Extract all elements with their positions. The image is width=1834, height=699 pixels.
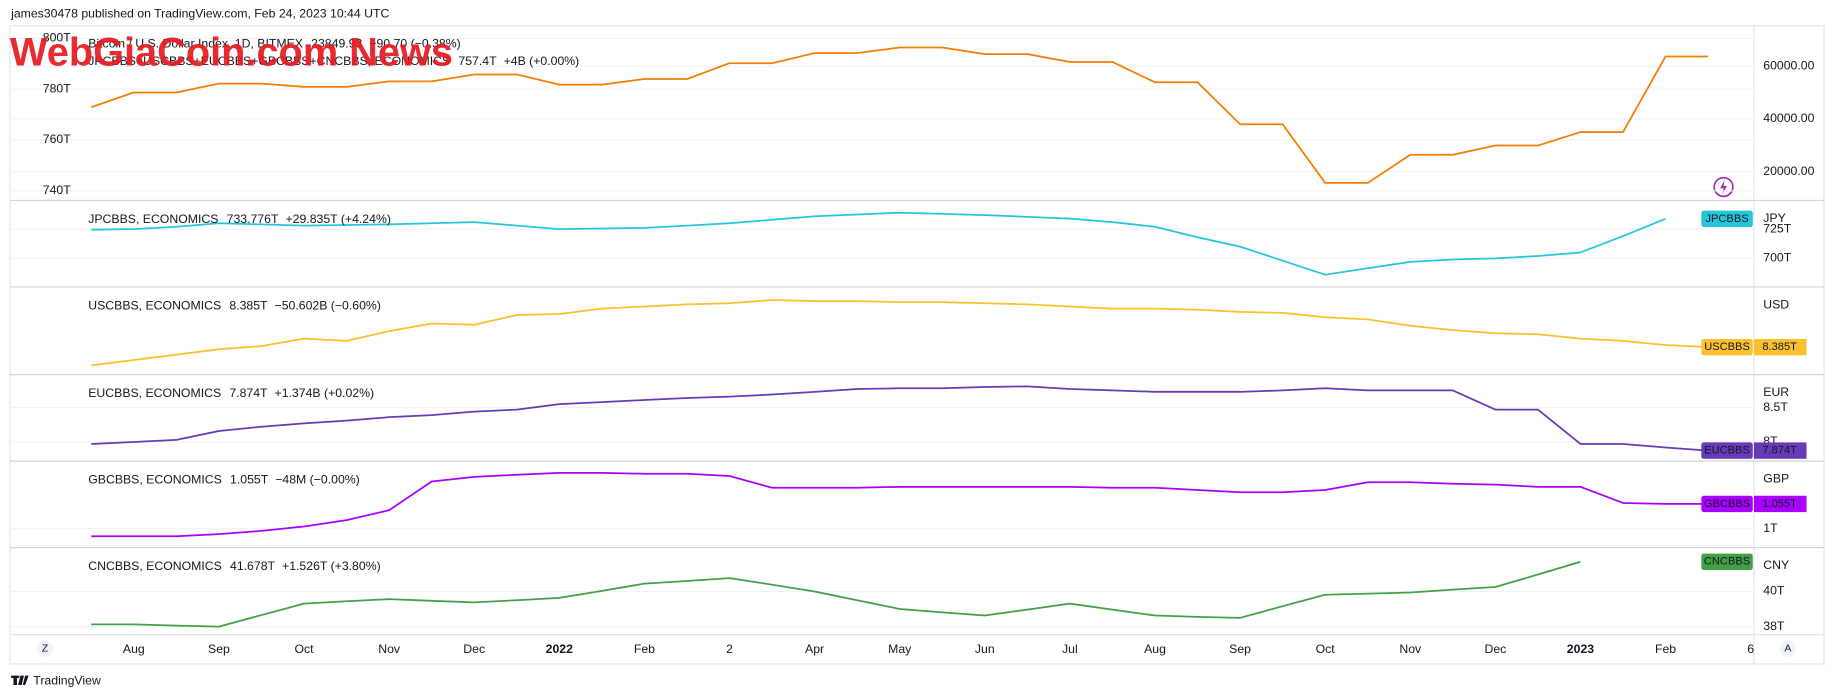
price-tag-name <box>1701 553 1753 570</box>
y-tick-label: 725T <box>1763 221 1791 235</box>
legend-change: −48M (−0.00%) <box>275 473 360 487</box>
legend-name: JPCBBS, ECONOMICS <box>88 212 218 226</box>
legend-value: 757.4T <box>458 54 497 68</box>
auto-button[interactable] <box>1779 640 1797 657</box>
series-line <box>91 299 1709 367</box>
x-tick-label: May <box>888 642 912 656</box>
legend-name: USCBBS, ECONOMICS <box>88 298 221 312</box>
legend-value: 23849.93 <box>311 37 362 51</box>
x-tick-label: Feb <box>1655 642 1676 656</box>
x-tick-label: 2022 <box>546 642 573 656</box>
x-tick-label: Jul <box>1062 642 1078 656</box>
chart-frame <box>9 25 1825 665</box>
series-line <box>91 471 1709 538</box>
y-tick-label: 1T <box>1763 521 1778 535</box>
legend-name: Bitcoin / U.S. Dollar Index, 1D, BITMEX <box>88 37 303 51</box>
price-tag-name <box>1701 495 1753 513</box>
x-tick-label: Sep <box>1229 642 1251 656</box>
legend-change: +29.835T (+4.24%) <box>285 212 390 226</box>
y-tick-label: 40T <box>1763 584 1785 598</box>
price-tag-name <box>1701 210 1753 227</box>
price-tag-name <box>1701 339 1753 356</box>
series-line <box>91 46 1709 184</box>
zoom-button[interactable] <box>36 640 54 657</box>
y2-tick-label: 20000.00 <box>1763 164 1814 178</box>
price-tag-value <box>1753 442 1807 459</box>
x-tick-label: Oct <box>294 642 314 656</box>
series-line <box>91 211 1666 276</box>
zoom-label: Z <box>42 643 49 655</box>
x-tick-label: Nov <box>1399 642 1422 656</box>
legend-change: +1.526T (+3.80%) <box>282 559 381 573</box>
legend-value: 41.678T <box>230 559 276 573</box>
y-tick-label: 800T <box>43 31 71 45</box>
axis-unit: JPY <box>1763 211 1786 225</box>
axis-unit: EUR <box>1763 385 1789 399</box>
legend-value: 7.874T <box>229 386 268 400</box>
x-tick-label: Oct <box>1316 642 1336 656</box>
price-tag-value <box>1753 495 1807 513</box>
y-tick-label: 700T <box>1763 251 1791 265</box>
y-tick-label: 38T <box>1763 619 1785 633</box>
legend-name: JPCBBS+USCBBS+EUCBBS+GBCBBS+CNCBBS, ECON… <box>88 54 450 68</box>
price-tag-name-text: USCBBS <box>1704 341 1750 353</box>
legend-change: −50.602B (−0.60%) <box>275 298 381 312</box>
x-tick-label: Apr <box>805 642 824 656</box>
legend-change: −90.70 (−0.38%) <box>369 37 460 51</box>
price-tag-value <box>1753 339 1807 356</box>
y-tick-label: 8.5T <box>1763 400 1788 414</box>
legend-value: 733.776T <box>227 212 279 226</box>
series-line <box>91 560 1581 628</box>
x-tick-label: Sep <box>208 642 230 656</box>
logo-text: TradingView <box>33 674 101 688</box>
legend-value: 8.385T <box>229 298 268 312</box>
lightning-icon[interactable] <box>1713 176 1734 198</box>
y2-tick-label: 60000.00 <box>1763 59 1814 73</box>
series-line <box>91 385 1709 452</box>
axis-unit: USD <box>1763 297 1789 311</box>
watermark: WebGiaCoin.com News <box>10 30 453 74</box>
logo-icon <box>11 675 29 685</box>
lightning-bolt <box>1720 180 1728 195</box>
plot: Aug Sep Oct Nov Dec 2022 Feb 2 Apr May Jun Jul Aug Se… <box>9 31 1825 656</box>
x-tick-label: Dec <box>463 642 485 656</box>
x-tick-label: Aug <box>1144 642 1166 656</box>
price-tag-name-text: GBCBBS <box>1704 498 1750 510</box>
auto-label: A <box>1784 643 1791 655</box>
publisher-line: james30478 published on TradingView.com,… <box>10 6 389 20</box>
axis-unit: CNY <box>1763 558 1789 572</box>
legend-name: EUCBBS, ECONOMICS <box>88 386 221 400</box>
y-tick-label: 780T <box>43 81 71 95</box>
legend-change: +1.374B (+0.02%) <box>275 386 375 400</box>
x-tick-label: Feb <box>634 642 655 656</box>
x-tick-label: 2023 <box>1567 642 1594 656</box>
x-tick-label: Aug <box>123 642 145 656</box>
price-tag-name-text: JPCBBS <box>1705 213 1748 225</box>
price-tag-name-text: CNCBBS <box>1704 556 1750 568</box>
axis-unit: GBP <box>1763 471 1789 485</box>
y-tick-label: 760T <box>43 132 71 146</box>
price-tag-value-text: 8.385T <box>1762 341 1797 353</box>
price-tag-name <box>1701 442 1753 459</box>
x-tick-label: Dec <box>1484 642 1506 656</box>
price-tag-value-text: 7.874T <box>1762 445 1797 457</box>
price-tag-value-text: 1.055T <box>1762 498 1797 510</box>
x-tick-label: 6 <box>1747 642 1754 656</box>
x-tick-label: 2 <box>726 642 733 656</box>
legend-change: +4B (+0.00%) <box>504 54 580 68</box>
legend-value: 1.055T <box>230 473 269 487</box>
x-tick-label: Nov <box>378 642 401 656</box>
y2-tick-label: 40000.00 <box>1763 111 1814 125</box>
legend-name: GBCBBS, ECONOMICS <box>88 473 222 487</box>
price-tag-name-text: EUCBBS <box>1704 445 1750 457</box>
legend-name: CNCBBS, ECONOMICS <box>88 559 222 573</box>
y-tick-label: 740T <box>43 183 71 197</box>
x-tick-label: Jun <box>975 642 995 656</box>
